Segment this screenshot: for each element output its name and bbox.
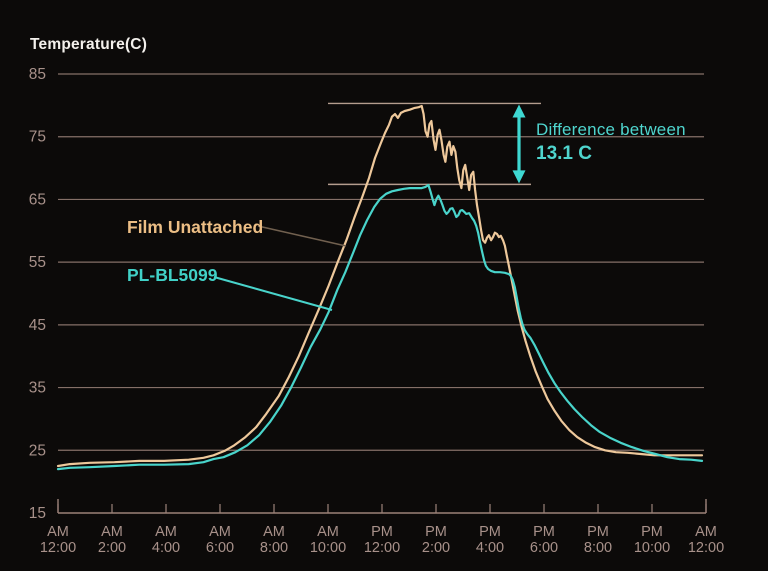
y-tick-label-15: 15 bbox=[29, 505, 46, 522]
difference-arrow-head-down bbox=[512, 170, 526, 184]
x-tick-label-4: AM 8:00 bbox=[260, 524, 288, 556]
pl-bl5099-leader-line bbox=[213, 276, 333, 311]
film-unattached-curve bbox=[56, 104, 704, 468]
legend-pl-bl5099-label: PL-BL5099 bbox=[127, 265, 218, 285]
x-tick-label-8: PM 4:00 bbox=[476, 524, 504, 556]
x-tick-label-2: AM 4:00 bbox=[152, 524, 180, 556]
x-tick-label-11: PM 10:00 bbox=[634, 524, 670, 556]
y-tick-label-45: 45 bbox=[29, 317, 46, 334]
x-tick-label-5: AM 10:00 bbox=[310, 524, 346, 556]
x-tick-label-12: AM 12:00 bbox=[688, 524, 724, 556]
legend-film-unattached-label: Film Unattached bbox=[127, 217, 264, 237]
x-tick-label-7: PM 2:00 bbox=[422, 524, 450, 556]
y-tick-label-55: 55 bbox=[29, 254, 46, 271]
y-tick-label-85: 85 bbox=[29, 66, 46, 83]
pl-bl5099-curve bbox=[56, 183, 704, 471]
y-tick-label-35: 35 bbox=[29, 380, 46, 397]
film-unattached-leader-line bbox=[257, 225, 347, 247]
chart-title: Temperature(C) bbox=[30, 36, 148, 53]
x-tick-label-6: PM 12:00 bbox=[364, 524, 400, 556]
x-tick-label-9: PM 6:00 bbox=[530, 524, 558, 556]
y-tick-label-25: 25 bbox=[29, 442, 46, 459]
x-tick-label-1: AM 2:00 bbox=[98, 524, 126, 556]
x-tick-label-10: PM 8:00 bbox=[584, 524, 612, 556]
difference-annotation: Difference between 13.1 C bbox=[536, 120, 686, 165]
y-tick-label-65: 65 bbox=[29, 191, 46, 208]
difference-arrow-head-up bbox=[512, 104, 526, 118]
y-tick-label-75: 75 bbox=[29, 129, 46, 146]
difference-annotation-value: 13.1 C bbox=[536, 143, 592, 164]
difference-annotation-text: Difference between bbox=[536, 120, 686, 139]
x-tick-label-3: AM 6:00 bbox=[206, 524, 234, 556]
x-tick-label-0: AM 12:00 bbox=[40, 524, 76, 556]
